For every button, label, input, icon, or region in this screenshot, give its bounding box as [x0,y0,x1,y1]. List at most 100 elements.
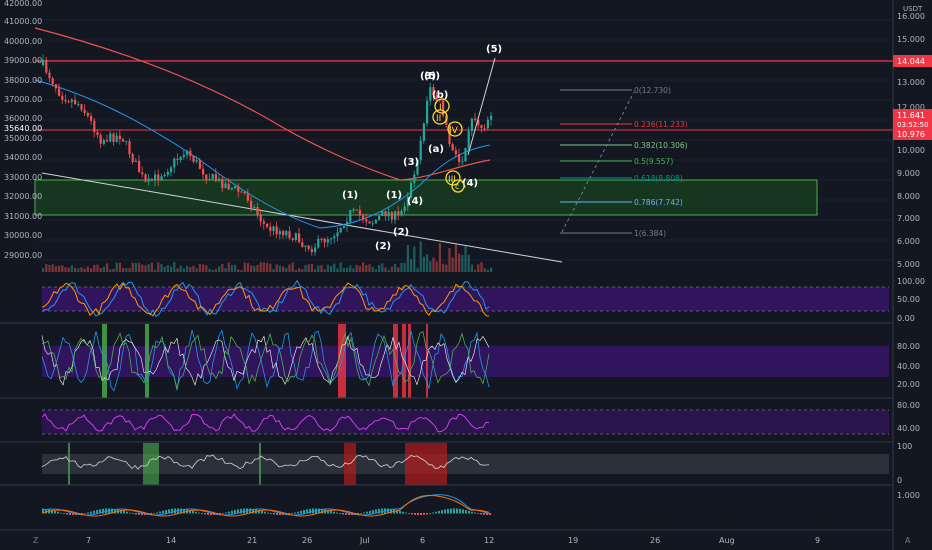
candle-body [474,118,477,121]
volume-bar [157,262,160,272]
left-axis-ticks: 42000.00 41000.00 40000.00 39000.00 3800… [4,0,42,260]
volume-bar [272,269,275,272]
candle-body [336,232,339,237]
candle-body [374,219,377,224]
auto-scale-icon[interactable]: A [905,536,911,545]
candle-body [429,87,432,101]
candle-body [246,193,249,201]
candle-body [413,174,416,183]
macd-histogram-bar [51,510,53,514]
stochastic-pane[interactable] [41,324,889,398]
candle-body [90,115,93,121]
candle-body [330,238,333,240]
macd-histogram-bar [270,513,272,514]
macd-histogram-bar [468,510,470,514]
macd-pane[interactable] [41,494,491,517]
macd-histogram-bar [345,513,347,515]
volume-bar [227,262,230,272]
support-zone[interactable] [34,179,818,216]
oscillator-pane[interactable] [41,443,889,485]
macd-histogram-bar [441,510,443,514]
candle-body [122,139,125,142]
macd-histogram-bar [438,510,440,514]
candle-body [106,140,109,142]
candle-body [349,210,352,222]
candle-body [195,160,198,162]
candle-body [243,191,246,194]
svg-text:19: 19 [568,536,578,545]
svg-text:20.00: 20.00 [897,380,920,389]
volume-bar [240,269,243,272]
volume-bar [445,264,448,272]
candle-body [275,226,278,235]
wave5-projection[interactable] [467,57,496,156]
candle-body [314,247,317,253]
candle-body [70,99,73,103]
candle-body [365,219,368,222]
candle-body [67,101,70,103]
wave-label: (1) [342,190,358,201]
volume-bar [477,264,480,272]
macd-histogram-bar [435,511,437,514]
candle-body [218,178,221,181]
volume-bar [138,262,141,272]
wave-label: (2) [393,227,409,238]
stoch-rsi-pane[interactable] [41,279,889,318]
volume-bar [150,262,153,272]
volume-bar [275,264,278,272]
right-axis-ticks: 16.000 15.000 13.000 12.000 10.000 9.000… [897,12,925,269]
timezone-icon[interactable]: Z [33,536,39,545]
candle-body [422,123,425,141]
volume-bar [106,263,109,272]
wave-label: (4) [462,178,478,189]
macd-histogram-bar [423,513,425,515]
trendline[interactable] [41,172,563,263]
volume-bar [176,268,179,272]
rsi-pane[interactable] [41,409,889,435]
macd-histogram-bar [336,512,338,514]
wave-label: (5) [486,44,502,55]
macd-histogram-bar [240,508,242,514]
volume-bar [144,265,147,272]
fib-label-1: 1(6.384) [634,229,666,238]
macd-histogram-bar [81,513,83,515]
volume-bar [202,264,205,272]
volume-bar [208,268,211,272]
candle-body [157,174,160,180]
volume-bar [304,265,307,272]
volume-bar [61,265,64,272]
candle-body [301,242,304,247]
volume-bar [154,269,157,272]
volume-bar [400,262,403,272]
volume-bar [122,268,125,272]
volume-bar [42,268,45,272]
macd-histogram-bar [357,513,359,515]
pane-axis-ticks: 100.00 50.00 0.00 80.00 40.00 20.00 80.0… [897,277,925,500]
candle-body [438,99,441,101]
macd-histogram-bar [111,508,113,514]
macd-histogram-bar [249,508,251,514]
volume-bar [330,265,333,272]
fibonacci-retracement[interactable]: 0(12.730) 0.236(11.233) 0.382(10.306) 0.… [560,86,688,238]
volume-bar [432,257,435,272]
macd-histogram-bar [432,512,434,514]
svg-text:80.00: 80.00 [897,401,920,410]
currency-label: USDT [903,5,923,13]
macd-histogram-bar [99,509,101,514]
macd-histogram-bar [210,513,212,516]
candle-body [259,214,262,222]
wave-label: III [448,175,456,185]
macd-histogram-bar [318,508,320,514]
macd-histogram-bar [450,508,452,514]
volume-bar [403,263,406,272]
volume-bar [486,269,489,272]
candle-body [250,200,253,208]
volume-bar [474,269,477,272]
volume-bar [253,266,256,272]
svg-text:10.976: 10.976 [897,130,925,139]
volume-bar [422,256,425,272]
right-tick: 16.000 [897,12,925,21]
wave-label: (a) [428,144,444,155]
svg-text:0.00: 0.00 [897,314,915,323]
